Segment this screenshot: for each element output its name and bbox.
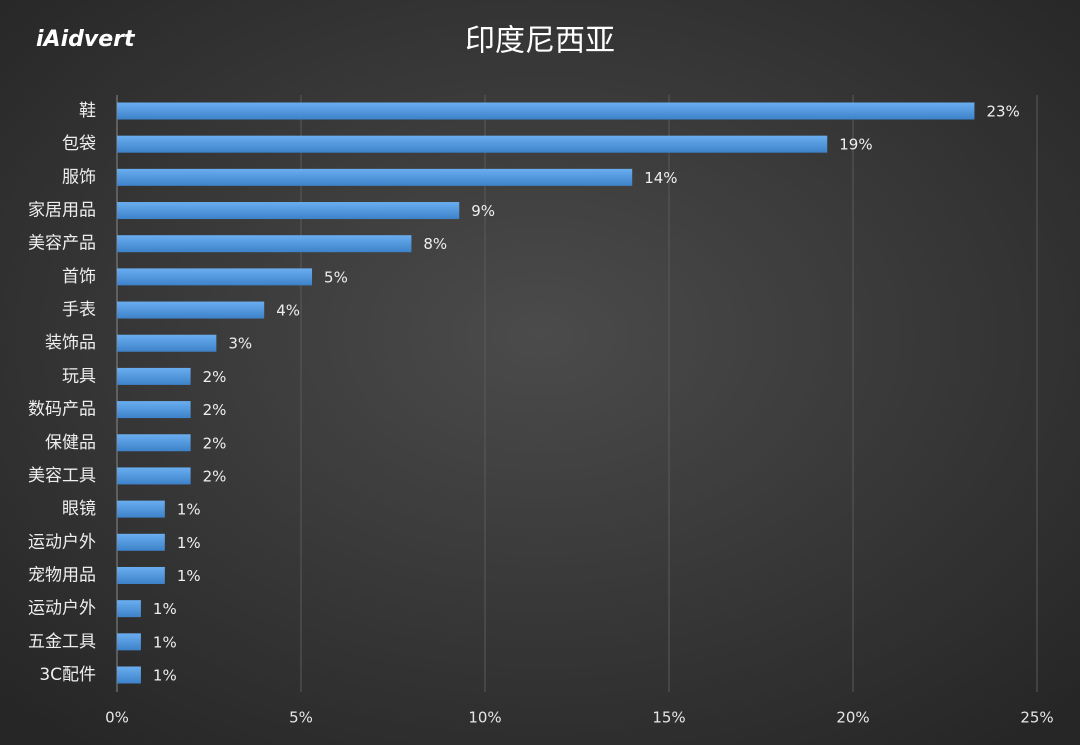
y-tick-label: 服饰 bbox=[62, 167, 96, 187]
y-tick-label: 宠物用品 bbox=[28, 565, 96, 585]
x-tick-label: 5% bbox=[289, 709, 313, 727]
data-label: 1% bbox=[153, 667, 177, 685]
y-tick-label: 鞋 bbox=[79, 101, 96, 121]
x-tick-label: 20% bbox=[836, 709, 869, 727]
bar bbox=[117, 533, 165, 551]
data-label: 1% bbox=[177, 534, 201, 552]
data-label: 8% bbox=[423, 235, 447, 253]
data-label: 1% bbox=[177, 567, 201, 585]
bar bbox=[117, 600, 141, 618]
y-tick-label: 手表 bbox=[62, 300, 96, 320]
y-tick-label: 包袋 bbox=[62, 134, 96, 154]
bar bbox=[117, 566, 165, 584]
data-label: 2% bbox=[203, 401, 227, 419]
y-tick-label: 数码产品 bbox=[28, 400, 96, 420]
y-tick-label: 美容产品 bbox=[28, 234, 96, 254]
y-tick-label: 眼镜 bbox=[62, 499, 96, 519]
data-label: 14% bbox=[644, 169, 677, 187]
y-tick-label: 保健品 bbox=[45, 433, 96, 453]
data-label: 19% bbox=[839, 136, 872, 154]
y-tick-label: 运动户外 bbox=[28, 599, 96, 619]
data-label: 23% bbox=[986, 103, 1019, 121]
x-tick-label: 0% bbox=[105, 709, 129, 727]
bar bbox=[117, 202, 460, 220]
data-label: 9% bbox=[471, 202, 495, 220]
bar bbox=[117, 268, 313, 286]
bar bbox=[117, 235, 412, 253]
data-label: 3% bbox=[228, 335, 252, 353]
y-tick-label: 运动户外 bbox=[28, 532, 96, 552]
bar bbox=[117, 633, 141, 651]
grid: 0% 5% 10% 15% 20% 25% bbox=[105, 95, 1054, 727]
y-tick-label: 首饰 bbox=[62, 267, 96, 287]
logo: iAidvert bbox=[36, 27, 136, 52]
y-tick-label: 装饰品 bbox=[45, 333, 96, 353]
bar bbox=[117, 367, 191, 385]
plot: 鞋 23% 包袋 19% 服饰 14% 家居用品 9% 美容产品 8% 首饰 5% 手表 4% 装饰品 3% 玩… bbox=[28, 101, 1020, 685]
bar bbox=[117, 334, 217, 352]
bar bbox=[117, 666, 141, 684]
data-label: 2% bbox=[203, 368, 227, 386]
chart-title: 印度尼西亚 bbox=[465, 24, 615, 59]
y-tick-label: 家居用品 bbox=[28, 201, 96, 221]
data-label: 4% bbox=[276, 302, 300, 320]
data-label: 1% bbox=[153, 600, 177, 618]
data-label: 5% bbox=[324, 268, 348, 286]
data-label: 2% bbox=[203, 434, 227, 452]
bar bbox=[117, 135, 828, 153]
x-tick-label: 15% bbox=[652, 709, 685, 727]
bar bbox=[117, 401, 191, 419]
bar bbox=[117, 301, 265, 319]
bar bbox=[117, 102, 975, 120]
bar bbox=[117, 500, 165, 518]
x-tick-label: 10% bbox=[468, 709, 501, 727]
bar bbox=[117, 467, 191, 485]
bar bbox=[117, 434, 191, 452]
y-tick-label: 3C配件 bbox=[39, 665, 96, 685]
y-tick-label: 玩具 bbox=[62, 366, 96, 386]
y-tick-label: 五金工具 bbox=[28, 632, 96, 652]
data-label: 2% bbox=[203, 467, 227, 485]
y-tick-label: 美容工具 bbox=[28, 466, 96, 486]
bar bbox=[117, 168, 633, 186]
data-label: 1% bbox=[177, 501, 201, 519]
x-tick-label: 25% bbox=[1020, 709, 1053, 727]
data-label: 1% bbox=[153, 633, 177, 651]
